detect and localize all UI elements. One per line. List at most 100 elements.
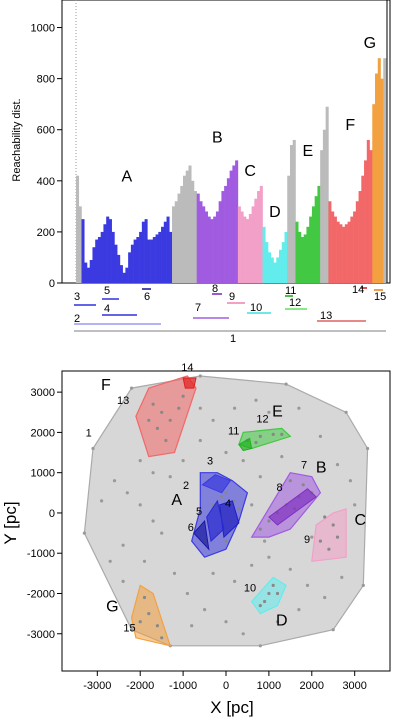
reachability-y-tick-label: 200 [37,227,55,239]
map-cluster-label-D: D [276,613,288,630]
background-point [348,479,352,483]
cluster-segment-label-2: 2 [74,313,80,325]
reachability-bar-F [336,221,340,283]
reachability-bar-A [95,239,99,283]
reachability-bar-F [331,211,335,283]
reachability-bar-F [355,201,359,283]
reachability-bar-G [372,104,376,284]
map-cluster-label-F: F [101,377,111,394]
reachability-bar-E [314,196,318,283]
reachability-bar-F [333,216,337,283]
reachability-bar-F [366,139,370,283]
background-point [224,450,228,455]
cluster-segment-label-5: 5 [104,285,110,297]
cluster-hull-G [130,584,172,647]
reachability-cluster-label-F: F [345,117,355,134]
reachability-bar-B [218,201,222,283]
background-point [198,374,202,378]
cluster-point-C [335,535,340,539]
reachability-bar-C [243,216,247,283]
reachability-bar-C [257,191,261,283]
reachability-bar-D [265,242,269,283]
map-cluster-label-B: B [316,460,327,477]
reachability-cluster-label-G: G [364,35,376,52]
reachability-bar-B [215,211,219,283]
reachability-bar-B [213,216,217,283]
background-point [138,503,142,507]
background-point [121,579,125,584]
reachability-bar-F [328,201,332,283]
reachability-bar-A [150,239,154,283]
reachability-bar-F [347,221,351,283]
reachability-bar-E [298,231,302,283]
cluster-segment-label-12: 12 [289,297,301,309]
background-point [250,503,254,507]
reachability-bar-gap [174,201,178,283]
reachability-bar-C [240,211,244,283]
background-point [82,531,86,535]
cluster-segment-label-4: 4 [104,303,110,315]
reachability-bar-A [163,221,167,283]
spatial-y-tick-label: 1000 [31,468,55,480]
background-point [344,410,348,414]
reachability-cluster-label-D: D [269,204,281,221]
reachability-bar-B [204,211,208,283]
cluster-point-D [267,591,271,596]
reachability-bar-gap [383,58,387,284]
map-cluster-label-E: E [272,403,283,420]
reachability-bar-A [152,237,156,283]
reachability-bar-A [119,265,123,283]
reachability-bar-E [317,185,321,283]
background-point [335,463,340,467]
background-point [181,459,185,463]
background-point [263,539,267,543]
reachability-bar-gap [292,139,296,283]
reachability-bars [76,58,387,284]
reachability-bar-F [358,191,362,283]
reachability-bar-C [248,214,252,283]
cluster-point-E [271,432,275,436]
reachability-bar-C [246,219,250,283]
map-cluster-label-A: A [171,492,182,509]
cluster-point-D [258,604,262,608]
reachability-bar-B [226,178,230,283]
reachability-bar-A [100,231,104,283]
cluster-point-A [224,491,228,495]
cluster-point-F [177,406,181,410]
cluster-point-C [327,547,331,551]
map-cluster-label-G: G [106,599,118,616]
cluster-segment-label-14: 14 [352,284,364,296]
reachability-bar-A [97,237,101,283]
map-number-label-10: 10 [244,583,256,595]
map-cluster-label-C: C [355,512,367,529]
reachability-bar-gap [185,170,189,283]
reachability-bar-gap [325,106,329,284]
reachability-bar-F [364,160,368,283]
reachability-bar-C [259,185,263,283]
cluster-point-F [164,438,168,443]
reachability-bar-A [155,234,159,283]
reachability-bar-A [86,267,91,283]
reachability-bar-A [161,226,165,283]
cluster-point-F [147,418,151,422]
reachability-bar-B [229,170,233,283]
reachability-bar-G [380,78,384,283]
background-point [297,608,301,612]
spatial-y-tick-label: 3000 [31,387,55,399]
background-point [258,644,262,648]
map-number-label-8: 8 [277,482,283,494]
map-number-label-11: 11 [228,425,239,437]
reachability-panel: 0 200 400 600 800 1000 Reachability dist. A B C… [11,0,391,345]
map-number-label-9: 9 [304,534,310,546]
background-point [121,543,125,547]
background-point [233,406,237,410]
reachability-bar-A [89,260,93,283]
reachability-bar-E [309,216,313,283]
reachability-bar-A [147,239,151,283]
map-number-label-2: 2 [183,480,189,492]
spatial-x-tick-label: 3000 [342,680,366,692]
reachability-bar-F [342,226,346,283]
map-number-label-6: 6 [188,522,194,534]
background-point [198,406,202,410]
spatial-x-tick-label: -1000 [169,680,197,692]
